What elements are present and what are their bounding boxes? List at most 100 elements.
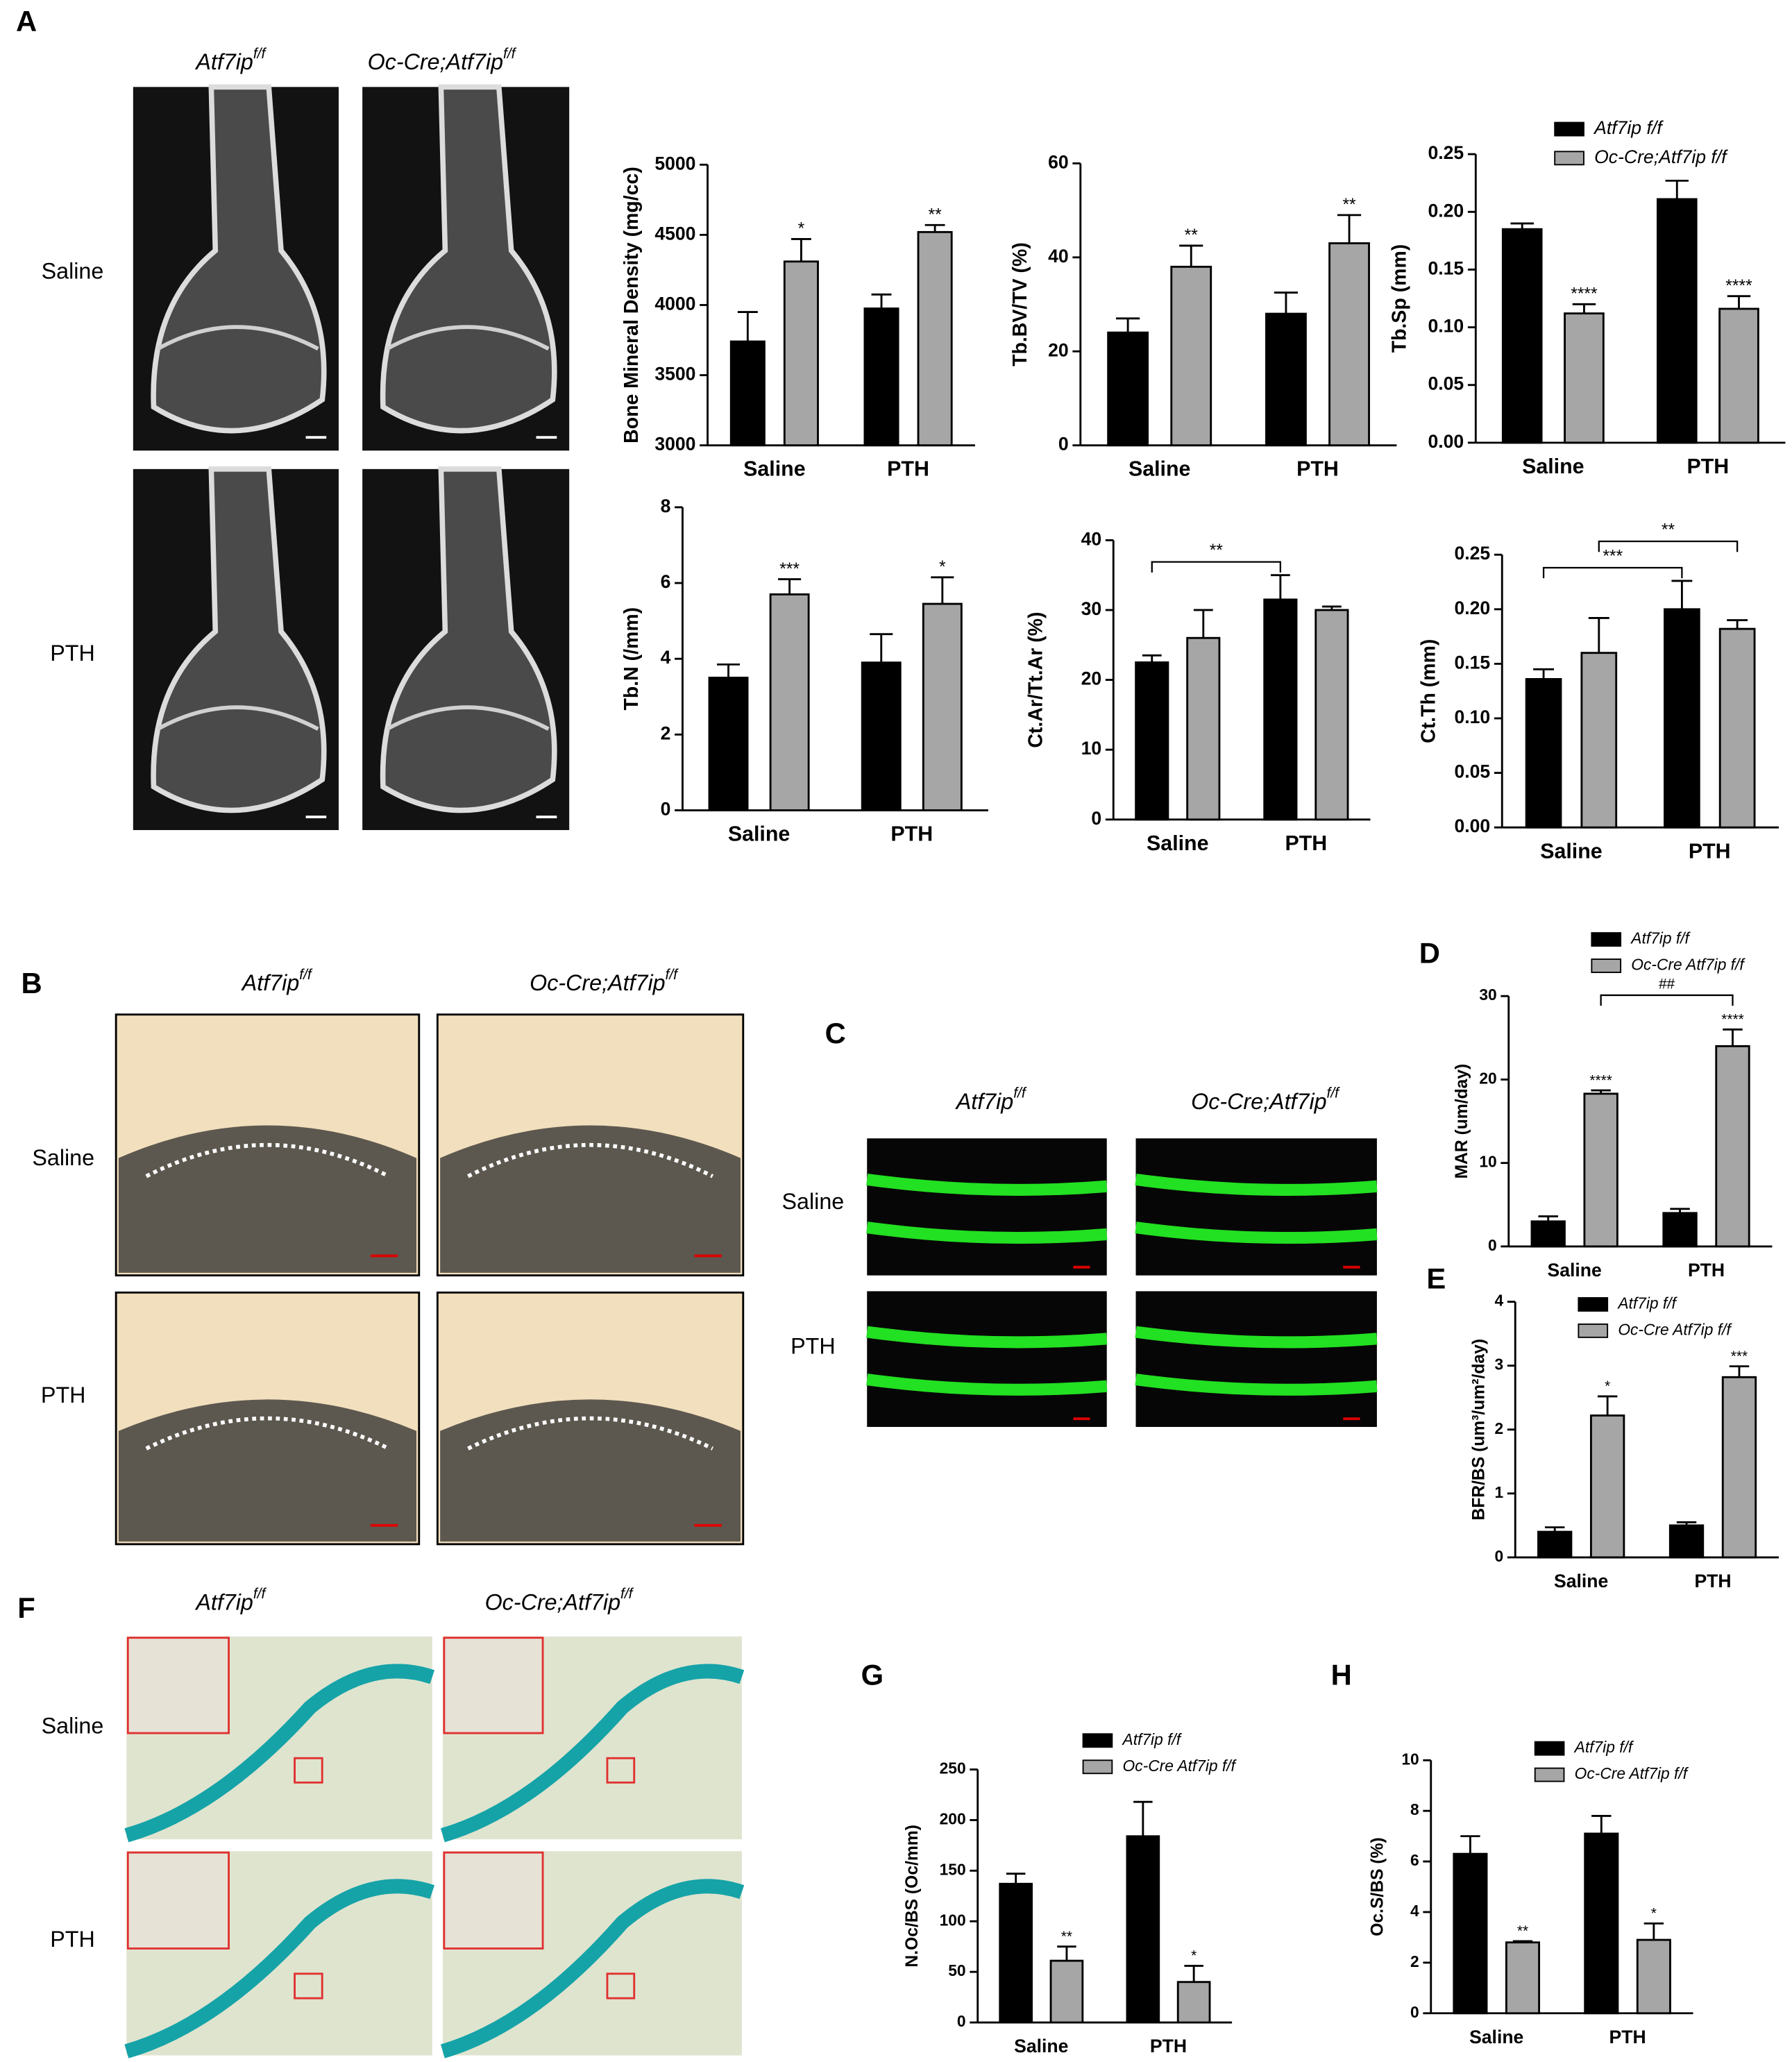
legend-swatch xyxy=(1591,958,1622,973)
x-tick-label: Saline xyxy=(1469,2027,1523,2047)
panel-letter: C xyxy=(825,1017,846,1049)
y-tick-label: 250 xyxy=(940,1759,966,1777)
y-tick-label: 4 xyxy=(661,647,671,668)
error-bar xyxy=(1512,1940,1533,1943)
error-bar xyxy=(1572,303,1596,314)
bar xyxy=(1584,1832,1619,2015)
bracket-label: ** xyxy=(1210,541,1224,560)
bar xyxy=(999,1882,1033,2024)
legend-label: Atf7ip f/f xyxy=(1616,1294,1677,1312)
calcein-label xyxy=(1135,1374,1378,1396)
calcein-label xyxy=(1135,1173,1378,1196)
error-bar xyxy=(1184,1964,1203,1982)
error-bar xyxy=(870,633,893,663)
bar xyxy=(729,340,766,447)
error-bar xyxy=(1723,1028,1743,1047)
bar xyxy=(861,661,902,811)
bar xyxy=(1668,1524,1705,1559)
column-header: Oc-Cre;Atf7ipf/f xyxy=(485,1586,634,1614)
y-tick-label: 8 xyxy=(661,496,671,516)
error-bar xyxy=(931,576,954,605)
bone-outline xyxy=(380,466,557,813)
legend-swatch xyxy=(1554,151,1584,166)
significance: *** xyxy=(779,560,800,579)
significance-bracket xyxy=(1600,994,1734,1006)
bar xyxy=(1328,242,1370,447)
bone-outline xyxy=(151,466,327,813)
significance: ** xyxy=(928,205,942,224)
significance: **** xyxy=(1725,277,1752,296)
significance: ** xyxy=(1185,226,1199,245)
y-axis-label: Tb.Sp (mm) xyxy=(1389,244,1411,353)
y-tick-label: 3500 xyxy=(654,364,695,384)
bar xyxy=(1537,1530,1573,1559)
y-tick-label: 0.00 xyxy=(1454,815,1490,836)
growth-plate-stain xyxy=(440,1879,745,2059)
error-bar xyxy=(1727,295,1751,309)
x-tick-label: Saline xyxy=(1522,455,1584,478)
x-tick-label: PTH xyxy=(887,458,929,481)
panel-letter: B xyxy=(22,967,42,999)
bone-outline xyxy=(380,84,557,434)
fluorescence-image xyxy=(1135,1291,1377,1427)
y-tick-label: 30 xyxy=(1479,986,1496,1004)
y-tick-label: 0.25 xyxy=(1454,543,1490,564)
significance-bracket xyxy=(1542,566,1683,579)
panel-letter: H xyxy=(1331,1659,1352,1691)
scale-bar xyxy=(305,436,327,439)
bar xyxy=(1589,1414,1625,1559)
fluorescence-image xyxy=(1135,1138,1377,1276)
error-bar xyxy=(1670,1208,1690,1213)
y-tick-label: 4 xyxy=(1410,1902,1419,1920)
legend-swatch xyxy=(1578,1323,1609,1338)
significance: *** xyxy=(1731,1349,1748,1364)
legend-swatch xyxy=(1534,1741,1565,1756)
significance: **** xyxy=(1571,285,1598,304)
bar xyxy=(1530,1220,1566,1248)
error-bar xyxy=(778,578,802,595)
scale-bar xyxy=(536,436,557,439)
inset-image xyxy=(126,1637,230,1734)
y-tick-label: 1 xyxy=(1494,1483,1503,1501)
column-header-base: Oc-Cre;Atf7ip xyxy=(530,970,665,995)
column-header: Oc-Cre;Atf7ipf/f xyxy=(1191,1085,1340,1113)
y-tick-label: 8 xyxy=(1410,1800,1419,1818)
bar xyxy=(1505,1941,1541,2015)
bar xyxy=(1135,661,1169,821)
legend-label: Oc-Cre Atf7ip f/f xyxy=(1631,956,1745,974)
y-tick-label: 40 xyxy=(1048,246,1069,267)
y-axis-label: Tb.N (/mm) xyxy=(620,607,643,711)
legend-swatch xyxy=(1554,121,1584,137)
growth-plate xyxy=(156,325,319,351)
bar xyxy=(1718,307,1759,444)
bar xyxy=(1170,265,1212,447)
legend-label: Oc-Cre Atf7ip f/f xyxy=(1575,1764,1689,1782)
column-header-base: Atf7ip xyxy=(194,49,253,74)
x-tick-label: Saline xyxy=(1548,1260,1602,1281)
y-axis-label: Oc.S/BS (%) xyxy=(1368,1837,1387,1936)
error-bar xyxy=(1588,616,1609,653)
error-bar xyxy=(871,293,892,309)
y-tick-label: 0.10 xyxy=(1428,316,1464,337)
y-tick-label: 0 xyxy=(1488,1236,1497,1254)
column-header-sup: f/f xyxy=(1327,1085,1341,1101)
x-tick-label: Saline xyxy=(728,823,790,846)
row-label: PTH xyxy=(791,1334,836,1359)
error-bar xyxy=(1538,1215,1558,1222)
scale-bar xyxy=(1343,1265,1360,1269)
error-bar xyxy=(1337,214,1362,244)
y-tick-label: 200 xyxy=(940,1809,966,1827)
bracket-label: ** xyxy=(1662,521,1675,539)
y-axis-label: Ct.Th (mm) xyxy=(1417,639,1439,743)
significance: ** xyxy=(1061,1929,1072,1945)
error-bar xyxy=(1116,317,1140,333)
error-bar xyxy=(1460,1835,1480,1854)
error-bar xyxy=(1597,1395,1618,1416)
y-tick-label: 40 xyxy=(1081,528,1102,549)
bar xyxy=(1501,228,1543,444)
row-label: Saline xyxy=(42,1713,104,1738)
y-tick-label: 0 xyxy=(1058,434,1069,455)
y-tick-label: 0.25 xyxy=(1428,142,1464,163)
bar xyxy=(1453,1852,1488,2015)
growth-plate xyxy=(467,1416,714,1451)
